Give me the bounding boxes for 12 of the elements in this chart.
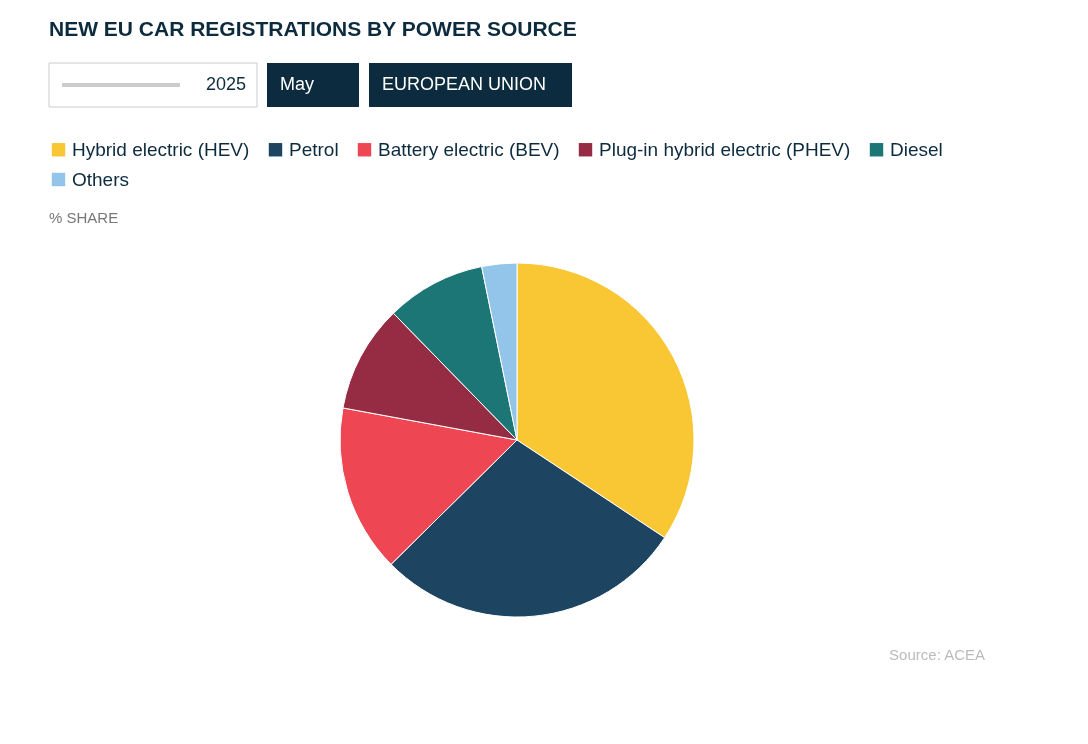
chart-title: NEW EU CAR REGISTRATIONS BY POWER SOURCE: [49, 17, 577, 40]
legend-label: Others: [72, 168, 130, 190]
legend-label: Petrol: [289, 138, 339, 160]
legend-label: Hybrid electric (HEV): [72, 138, 250, 160]
text: EUROPEAN UNION: [382, 74, 547, 94]
text: May: [280, 74, 315, 94]
source-note: Source: ACEA: [889, 646, 985, 663]
legend-label: Battery electric (BEV): [378, 138, 560, 160]
text: 2025: [206, 74, 247, 94]
legend-label: Plug-in hybrid electric (PHEV): [599, 138, 851, 160]
text: % SHARE: [49, 209, 119, 226]
legend-label: Diesel: [890, 138, 943, 160]
